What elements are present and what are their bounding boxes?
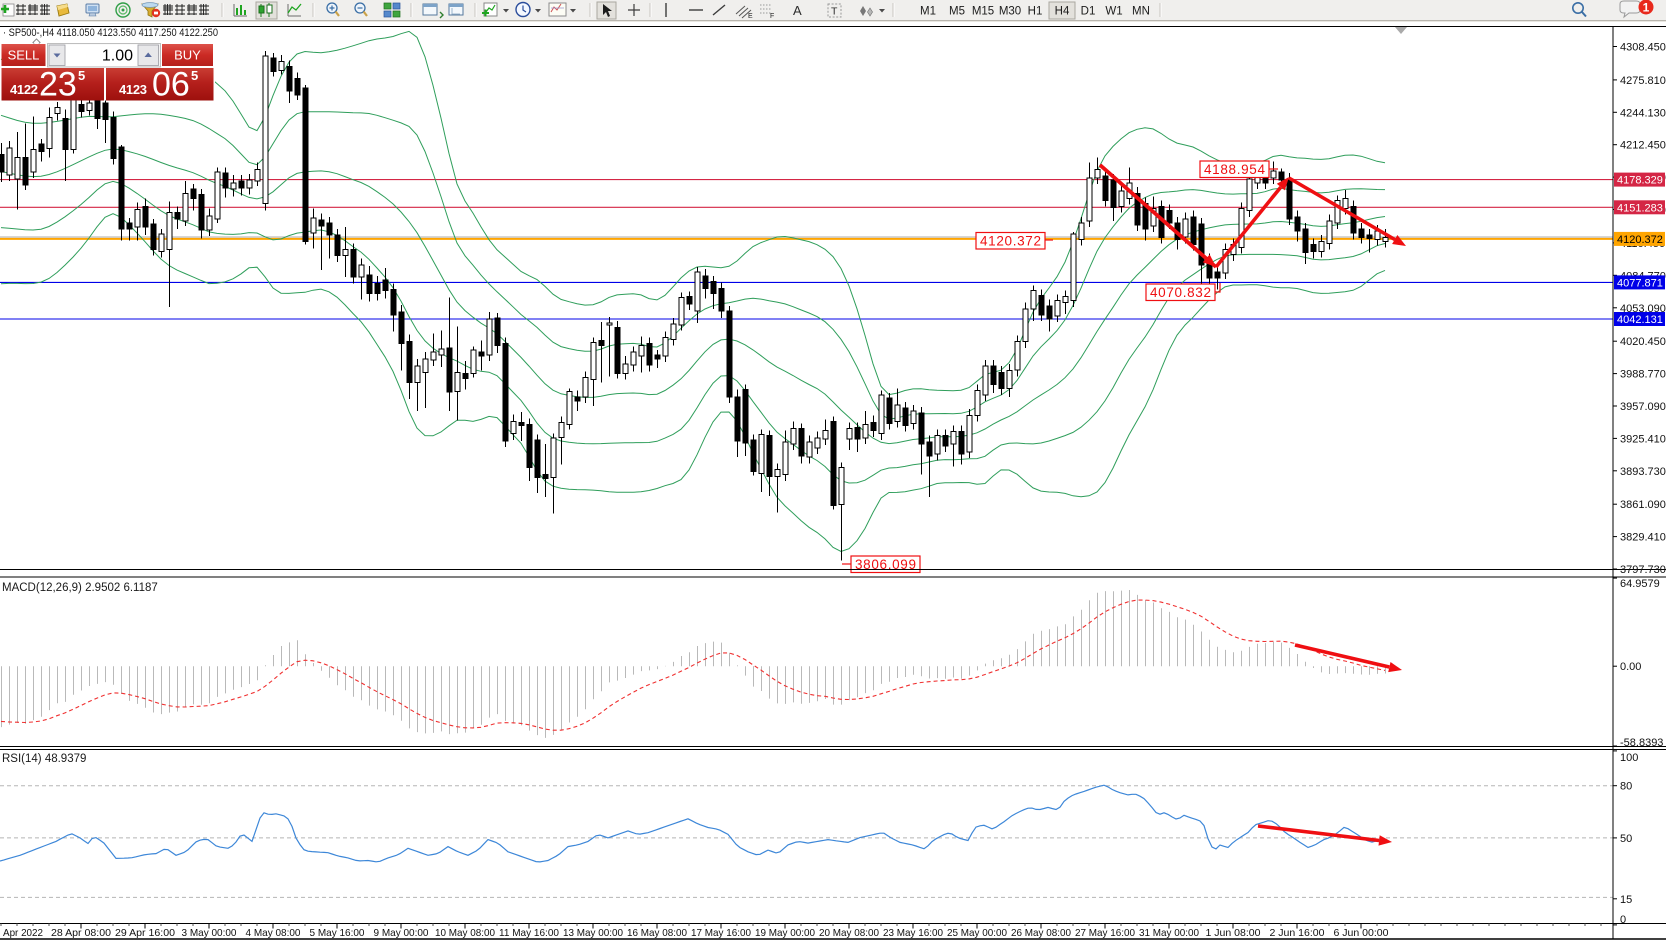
svg-text:4077.871: 4077.871 [1617, 277, 1663, 289]
svg-text:3925.410: 3925.410 [1620, 433, 1666, 445]
svg-text:M30: M30 [999, 6, 1021, 18]
svg-text:28 Apr 08:00: 28 Apr 08:00 [51, 927, 111, 939]
svg-text:MN: MN [1132, 6, 1150, 18]
svg-text:H1: H1 [1028, 6, 1043, 18]
svg-text:4020.450: 4020.450 [1620, 336, 1666, 348]
svg-text:26 May 08:00: 26 May 08:00 [1011, 927, 1071, 939]
svg-text:100: 100 [1620, 752, 1638, 764]
svg-text:5: 5 [191, 68, 198, 83]
svg-text:0.00: 0.00 [1620, 661, 1641, 673]
svg-text:80: 80 [1620, 781, 1632, 793]
svg-text:4123: 4123 [119, 82, 147, 97]
svg-text:06: 06 [152, 66, 190, 104]
svg-text:SELL: SELL [8, 48, 40, 63]
svg-text:13 May 00:00: 13 May 00:00 [563, 927, 623, 939]
svg-text:4 May 08:00: 4 May 08:00 [246, 927, 301, 939]
svg-text:M5: M5 [949, 6, 965, 18]
svg-text:3861.090: 3861.090 [1620, 499, 1666, 511]
svg-text:F: F [770, 13, 774, 20]
svg-text:64.9579: 64.9579 [1620, 578, 1660, 590]
svg-text:4212.450: 4212.450 [1620, 140, 1666, 152]
svg-text:4042.131: 4042.131 [1617, 314, 1663, 326]
svg-text:5: 5 [78, 68, 85, 83]
svg-text:4120.372: 4120.372 [1617, 234, 1663, 246]
svg-text:W1: W1 [1105, 6, 1122, 18]
svg-text:3893.730: 3893.730 [1620, 466, 1666, 478]
svg-text:4053.090: 4053.090 [1620, 303, 1666, 315]
svg-text:23 May 16:00: 23 May 16:00 [883, 927, 943, 939]
svg-text:1 Jun 08:00: 1 Jun 08:00 [1206, 927, 1261, 939]
svg-text:4244.130: 4244.130 [1620, 107, 1666, 119]
svg-text:3806.099: 3806.099 [855, 557, 916, 572]
svg-text:4275.810: 4275.810 [1620, 75, 1666, 87]
svg-text:4120.372: 4120.372 [980, 234, 1041, 249]
svg-text:17 May 16:00: 17 May 16:00 [691, 927, 751, 939]
svg-text:4178.329: 4178.329 [1617, 175, 1663, 187]
svg-text:10 May 08:00: 10 May 08:00 [435, 927, 495, 939]
svg-text:3988.770: 3988.770 [1620, 369, 1666, 381]
svg-text:3957.090: 3957.090 [1620, 401, 1666, 413]
svg-text:29 Apr 16:00: 29 Apr 16:00 [115, 927, 175, 939]
svg-text:23: 23 [39, 66, 77, 104]
svg-text:H4: H4 [1055, 6, 1070, 18]
svg-text:MACD(12,26,9) 2.9502 6.1187: MACD(12,26,9) 2.9502 6.1187 [2, 582, 158, 594]
svg-text:1.00: 1.00 [102, 48, 133, 65]
svg-text:M15: M15 [972, 6, 994, 18]
svg-text:4070.832: 4070.832 [1150, 285, 1211, 300]
svg-text:15: 15 [1620, 894, 1632, 906]
svg-text:25 May 00:00: 25 May 00:00 [947, 927, 1007, 939]
svg-text:19 May 00:00: 19 May 00:00 [755, 927, 815, 939]
svg-text:5 May 16:00: 5 May 16:00 [310, 927, 365, 939]
svg-text:A: A [793, 3, 802, 18]
svg-text:-58.8393: -58.8393 [1620, 737, 1663, 749]
svg-text:0: 0 [1620, 914, 1626, 926]
svg-text:11 May 16:00: 11 May 16:00 [499, 927, 559, 939]
svg-text:16 May 08:00: 16 May 08:00 [627, 927, 687, 939]
svg-text:1: 1 [1643, 1, 1650, 15]
svg-text:3829.410: 3829.410 [1620, 532, 1666, 544]
svg-text:6 Jun 00:00: 6 Jun 00:00 [1334, 927, 1389, 939]
svg-text:4122: 4122 [10, 82, 38, 97]
svg-text:4151.283: 4151.283 [1617, 202, 1663, 214]
svg-text:· SP500-,H4 4118.050 4123.550: · SP500-,H4 4118.050 4123.550 4117.250 4… [3, 27, 218, 39]
svg-text:20 May 08:00: 20 May 08:00 [819, 927, 879, 939]
svg-text:31 May 00:00: 31 May 00:00 [1139, 927, 1199, 939]
svg-text:27 May 16:00: 27 May 16:00 [1075, 927, 1135, 939]
svg-text:Apr 2022: Apr 2022 [3, 927, 43, 939]
svg-text:2 Jun 16:00: 2 Jun 16:00 [1270, 927, 1325, 939]
svg-text:9 May 00:00: 9 May 00:00 [374, 927, 429, 939]
svg-text:T: T [831, 6, 838, 18]
svg-text:E: E [748, 13, 753, 20]
svg-text:4188.954: 4188.954 [1204, 162, 1265, 177]
svg-text:4308.450: 4308.450 [1620, 42, 1666, 54]
svg-text:3797.730: 3797.730 [1620, 564, 1666, 576]
svg-text:3 May 00:00: 3 May 00:00 [182, 927, 237, 939]
svg-text:D1: D1 [1081, 6, 1096, 18]
svg-text:BUY: BUY [174, 48, 201, 63]
svg-text:50: 50 [1620, 833, 1632, 845]
svg-text:RSI(14) 48.9379: RSI(14) 48.9379 [2, 753, 86, 765]
svg-text:M1: M1 [920, 6, 936, 18]
